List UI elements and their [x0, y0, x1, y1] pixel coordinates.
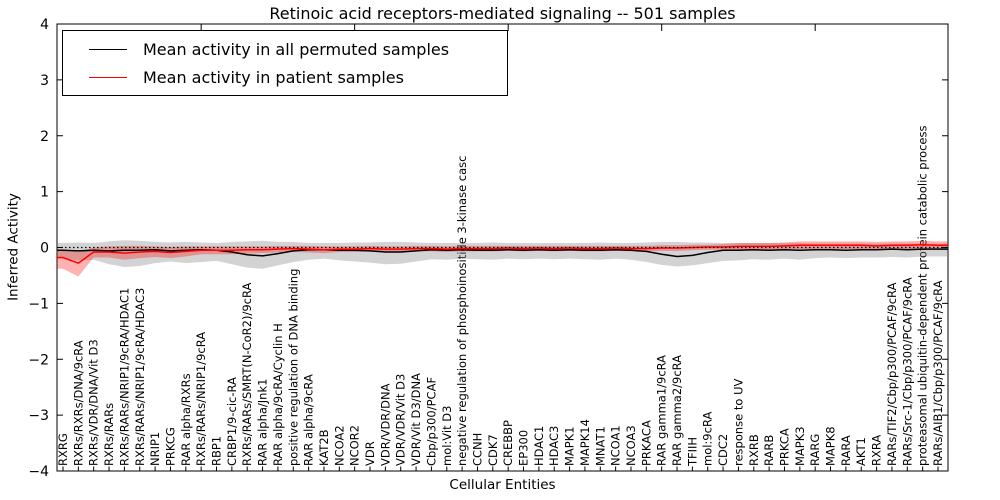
- x-tick-label: negative regulation of phosphoinositide …: [455, 156, 469, 467]
- x-tick-label: VDR: [363, 441, 377, 466]
- x-tick-label: RBP1: [210, 436, 224, 466]
- x-tick-label: CCNH: [470, 433, 484, 466]
- x-tick-label: RXRs/RARs/SMRT(N-CoR2)/9cRA: [240, 282, 254, 466]
- x-tick-label: RXRs/RXRs/DNA/9cRA: [71, 340, 85, 466]
- permuted-line-swatch: [89, 48, 127, 50]
- x-tick-label: NCOA2: [332, 425, 346, 466]
- x-tick-label: CDC2: [716, 434, 730, 466]
- legend-label-permuted: Mean activity in all permuted samples: [143, 39, 450, 59]
- y-tick-label: 2: [40, 129, 49, 145]
- x-tick-label: RXRs/RARs/NRIP1/9cRA/HDAC3: [133, 288, 147, 466]
- x-tick-label: mol:Vit D3: [440, 406, 454, 466]
- legend: Mean activity in all permuted samples Me…: [62, 30, 508, 96]
- x-tick-label: mol:9cRA: [701, 412, 715, 466]
- y-tick-label: −1: [28, 296, 49, 312]
- x-tick-label: NCOR2: [348, 425, 362, 466]
- x-tick-label: RARB: [762, 435, 776, 466]
- x-tick-label: RXRB: [747, 434, 761, 466]
- x-tick-label: RAR alpha/Jnk1: [256, 379, 270, 466]
- x-tick-label: RAR gamma2/9cRA: [670, 355, 684, 466]
- chart-title: Retinoic acid receptors-mediated signali…: [269, 4, 736, 23]
- x-tick-label: RARs/AIB1/Cbp/p300/PCAF/9cRA: [931, 280, 945, 466]
- x-tick-label: RAR alpha/RXRs: [179, 373, 193, 466]
- x-tick-label: HDAC1: [532, 426, 546, 466]
- x-tick-label: AKT1: [854, 437, 868, 466]
- x-tick-label: response to UV: [731, 378, 745, 466]
- x-tick-label: MAPK3: [793, 426, 807, 466]
- x-tick-label: CRBP1/9-cic-RA: [225, 377, 239, 466]
- x-axis-label: Cellular Entities: [449, 477, 556, 493]
- x-tick-label: MAPK1: [563, 426, 577, 466]
- x-tick-label: CDK7: [486, 434, 500, 466]
- y-tick-label: 1: [40, 185, 49, 201]
- mean-line-1: [57, 243, 948, 264]
- x-tick-label: MAPK14: [578, 419, 592, 466]
- x-tick-label: KAT2B: [317, 429, 331, 466]
- x-tick-label: RXRG: [56, 433, 70, 466]
- x-tick-label: VDR/VDR/Vit D3: [394, 374, 408, 466]
- x-tick-label: Cbp/p300/PCAF: [424, 377, 438, 466]
- x-tick-label: RARs/TIF2/Cbp/p300/PCAF/9cRA: [885, 282, 899, 466]
- x-tick-label: PRKCG: [163, 427, 177, 466]
- legend-entry-patient: Mean activity in patient samples: [89, 68, 507, 87]
- x-tick-label: PRKCA: [777, 428, 791, 466]
- y-tick-label: 3: [40, 73, 49, 89]
- legend-entry-permuted: Mean activity in all permuted samples: [89, 40, 507, 59]
- y-tick-label: −2: [28, 352, 49, 368]
- y-tick-label: −3: [28, 408, 49, 424]
- x-tick-label: RAR gamma1/9cRA: [655, 355, 669, 466]
- x-tick-label: PRKACA: [639, 420, 653, 466]
- x-tick-label: RAR alpha/9cRA/Cyclin H: [271, 323, 285, 466]
- x-tick-label: RXRA: [870, 435, 884, 466]
- x-tick-label: TFIIH: [685, 437, 699, 467]
- x-tick-label: RARs/Src-1/Cbp/p300/PCAF/9cRA: [900, 277, 914, 466]
- x-tick-label: RXRs/RARs: [102, 403, 116, 466]
- x-tick-label: HDAC3: [547, 426, 561, 466]
- y-tick-label: −4: [28, 464, 49, 480]
- x-tick-label: RARG: [808, 434, 822, 466]
- x-tick-label: NCOA1: [609, 425, 623, 466]
- x-tick-label: RXRs/RARs/NRIP1/9cRA/HDAC1: [117, 288, 131, 466]
- x-tick-label: EP300: [517, 430, 531, 466]
- x-tick-label: VDR/VDR/DNA: [378, 383, 392, 466]
- x-tick-label: VDR/Vit D3/DNA: [409, 373, 423, 466]
- x-tick-label: NCOA3: [624, 425, 638, 466]
- x-tick-label: RXRs/VDR/DNA/Vit D3: [87, 339, 101, 466]
- patient-line-swatch: [89, 76, 127, 78]
- x-tick-label: CREBBP: [501, 420, 515, 466]
- legend-label-patient: Mean activity in patient samples: [143, 67, 404, 87]
- x-tick-label: positive regulation of DNA binding: [286, 269, 300, 466]
- x-tick-label: RAR alpha/9cRA: [302, 374, 316, 466]
- y-tick-label: 0: [40, 241, 49, 257]
- x-tick-label: RXRs/RARs/NRIP1/9cRA: [194, 332, 208, 466]
- x-tick-label: MNAT1: [593, 426, 607, 466]
- y-tick-label: 4: [40, 17, 49, 33]
- x-tick-label: MAPK8: [824, 426, 838, 466]
- x-tick-label: NRIP1: [148, 432, 162, 466]
- x-tick-label: RARA: [839, 435, 853, 466]
- x-tick-label: proteasomal ubiquitin-dependent protein …: [916, 125, 930, 466]
